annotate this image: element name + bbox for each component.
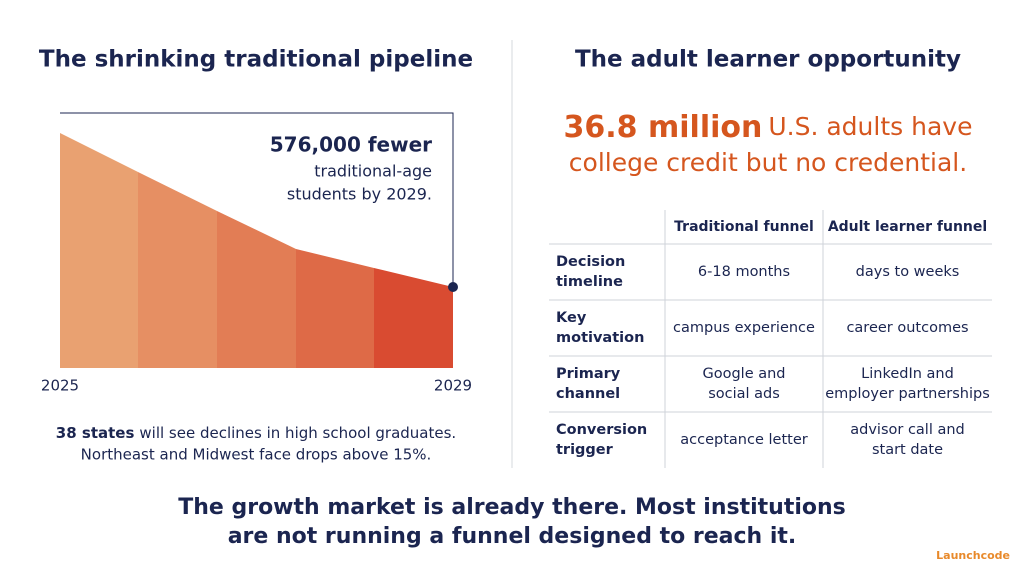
cell-text: Conversion <box>556 422 647 438</box>
cell-text: Primary <box>556 366 621 382</box>
footer-line: are not running a funnel designed to rea… <box>228 524 797 549</box>
cell-text: social ads <box>708 386 780 402</box>
note-bold: 38 states <box>56 424 135 442</box>
annotation-line: students by 2029. <box>287 185 432 204</box>
note-line: Northeast and Midwest face drops above 1… <box>81 446 432 464</box>
cell-text: days to weeks <box>856 264 960 280</box>
column-header: Adult learner funnel <box>828 219 987 235</box>
footer-line: The growth market is already there. Most… <box>178 495 846 520</box>
cell-text: Decision <box>556 254 625 270</box>
cell-text: trigger <box>556 442 614 458</box>
logo: Launchcode <box>936 549 1010 562</box>
cell-text: campus experience <box>673 320 815 336</box>
column-header: Traditional funnel <box>674 219 814 235</box>
headline: 36.8 million U.S. adults have <box>564 110 973 145</box>
cell-text: acceptance letter <box>680 432 807 448</box>
annotation-dot <box>448 282 458 292</box>
headline-bold: 36.8 million <box>564 110 763 145</box>
headline-line: college credit but no credential. <box>569 148 967 177</box>
cell-text: Key <box>556 310 587 326</box>
x-label: 2025 <box>41 377 79 395</box>
cell-text: advisor call and <box>850 422 965 438</box>
cell-text: timeline <box>556 274 623 290</box>
note: 38 states will see declines in high schoo… <box>56 424 456 442</box>
annotation-leader <box>60 112 454 287</box>
headline-rest: U.S. adults have <box>768 112 972 141</box>
cell-text: career outcomes <box>846 320 968 336</box>
cell-text: channel <box>556 386 620 402</box>
x-label: 2029 <box>434 377 472 395</box>
cell-text: start date <box>872 442 943 458</box>
right-title: The adult learner opportunity <box>575 47 961 73</box>
cell-text: motivation <box>556 330 644 346</box>
cell-text: 6-18 months <box>698 264 790 280</box>
annotation-headline: 576,000 fewer <box>270 133 432 157</box>
left-title: The shrinking traditional pipeline <box>39 47 473 73</box>
annotation-line: traditional-age <box>314 162 432 181</box>
cell-text: LinkedIn and <box>861 366 954 382</box>
area-shape <box>60 133 453 368</box>
cell-text: employer partnerships <box>825 386 990 402</box>
note-rest: will see declines in high school graduat… <box>139 424 456 442</box>
cell-text: Google and <box>702 366 785 382</box>
